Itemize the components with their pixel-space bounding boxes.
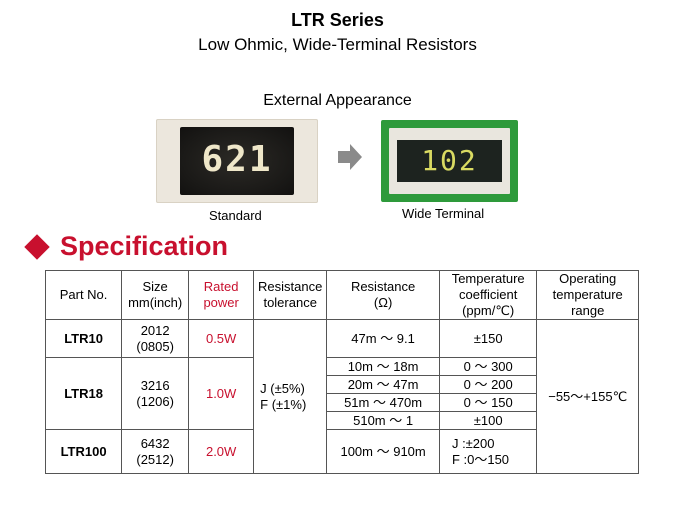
table-row: 510m 〜 1 ±100 [46,411,639,430]
standard-resistor-marking: 621 [201,139,273,180]
resistance-ltr18-1: 10m 〜 18m [326,357,440,376]
size-ltr10: 2012 (0805) [121,319,190,358]
size-ltr18: 3216 (1206) [121,357,190,430]
specification-table: Part No. Size mm(inch) Rated power Resis… [44,270,639,474]
header-part-no: Part No. [44,270,123,320]
power-ltr100: 2.0W [188,429,255,474]
tcr-ltr100: J :±200 F :0〜150 [438,429,538,474]
power-ltr10: 0.5W [188,319,255,358]
header-resistance: Resistance (Ω) [326,270,440,320]
operating-temp-cell: −55〜+155℃ [536,319,639,474]
resistance-ltr10: 47m 〜 9.1 [326,319,440,358]
tcr-ltr18-4: ±100 [438,411,538,430]
tcr-ltr18-2: 0 〜 200 [438,375,538,394]
specification-title: Specification [60,231,229,261]
standard-caption: Standard [209,208,262,223]
page-subtitle: Low Ohmic, Wide-Terminal Resistors [198,35,477,54]
tolerance-cell: J (±5%) F (±1%) [253,319,328,474]
tcr-ltr10: ±150 [438,319,538,358]
resistance-ltr18-3: 51m 〜 470m [326,393,440,412]
header-operating-temp: Operating temperature range [536,270,639,320]
tcr-ltr18-1: 0 〜 300 [438,357,538,376]
resistance-ltr18-2: 20m 〜 47m [326,375,440,394]
specification-heading: Specification [24,231,228,262]
resistance-ltr100: 100m 〜 910m [326,429,440,474]
table-row: 51m 〜 470m 0 〜 150 [46,393,639,412]
header-temp-coefficient: Temperature coefficient (ppm/℃) [438,270,538,320]
part-ltr100: LTR100 [44,429,123,474]
standard-resistor-image: 621 [156,119,318,203]
wide-resistor-marking: 102 [421,144,478,177]
arrow-right-icon [338,144,362,170]
power-ltr18: 1.0W [188,357,255,430]
resistance-ltr18-4: 510m 〜 1 [326,411,440,430]
header-size: Size mm(inch) [121,270,190,320]
wide-terminal-resistor-image: 102 [381,120,518,202]
table-row: LTR10 2012 (0805) 0.5W J (±5%) F (±1%) 4… [44,319,639,474]
part-ltr10: LTR10 [44,319,123,358]
size-ltr100: 6432 (2512) [121,429,190,474]
table-row: LTR100 6432 (2512) 2.0W 100m 〜 910m J :±… [44,429,639,474]
diamond-bullet-icon [24,233,50,260]
header-rated-power: Rated power [188,270,255,320]
tcr-ltr18-3: 0 〜 150 [438,393,538,412]
header-tolerance: Resistance tolerance [253,270,328,320]
table-row: 20m 〜 47m 0 〜 200 [46,375,639,394]
table-header-row: Part No. Size mm(inch) Rated power Resis… [44,270,639,320]
table-row: LTR18 3216 (1206) 1.0W 10m 〜 18m 0 〜 300 [44,357,639,430]
wide-terminal-caption: Wide Terminal [402,206,485,221]
part-ltr18: LTR18 [44,357,123,430]
page-title: LTR Series [291,10,384,30]
external-appearance-label: External Appearance [263,92,412,109]
